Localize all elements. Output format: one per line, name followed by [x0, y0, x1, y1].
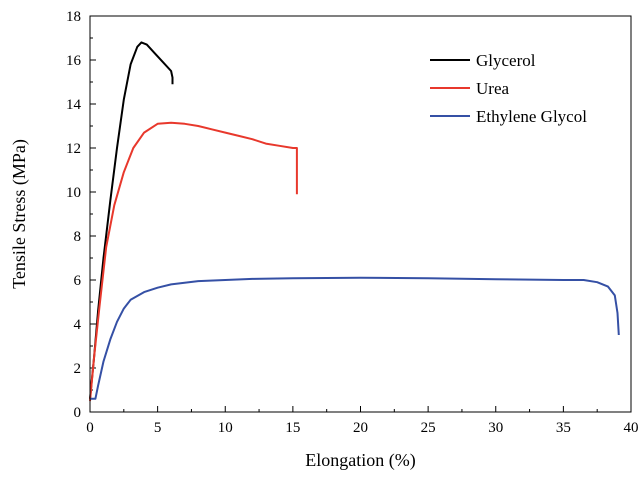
y-tick-label: 2 — [74, 361, 82, 377]
x-tick-label: 15 — [285, 420, 300, 436]
y-tick-label: 6 — [74, 273, 82, 289]
x-tick-label: 35 — [556, 420, 571, 436]
y-tick-label: 12 — [66, 141, 81, 157]
y-tick-label: 16 — [66, 53, 82, 69]
legend: Glycerol Urea Ethylene Glycol — [430, 51, 587, 126]
x-tick-label: 20 — [353, 420, 368, 436]
series-line — [90, 276, 620, 400]
x-tick-label: 0 — [86, 420, 94, 436]
y-tick-label: 8 — [74, 229, 82, 245]
legend-label: Glycerol — [476, 51, 536, 70]
y-tick-label: 0 — [74, 405, 82, 421]
y-tick-label: 4 — [74, 317, 82, 333]
series-line — [89, 41, 174, 399]
y-tick-label: 18 — [66, 9, 81, 25]
y-tick-label: 14 — [66, 97, 82, 113]
x-tick-label: 5 — [154, 420, 162, 436]
plot-frame — [89, 15, 632, 413]
legend-label: Ethylene Glycol — [476, 107, 587, 126]
x-tick-label: 30 — [488, 420, 503, 436]
x-tick-label: 10 — [218, 420, 233, 436]
x-axis-label: Elongation (%) — [305, 450, 415, 471]
tick-labels: 0 5 10 15 20 25 30 35 40 0 2 4 6 8 10 12 14 16 18 — [66, 9, 639, 436]
y-axis-label: Tensile Stress (MPa) — [9, 139, 30, 289]
y-tick-label: 10 — [66, 185, 81, 201]
x-tick-label: 40 — [624, 420, 639, 436]
series-line — [89, 121, 298, 402]
legend-label: Urea — [476, 79, 509, 98]
x-tick-label: 25 — [421, 420, 436, 436]
series-lines — [89, 41, 620, 402]
